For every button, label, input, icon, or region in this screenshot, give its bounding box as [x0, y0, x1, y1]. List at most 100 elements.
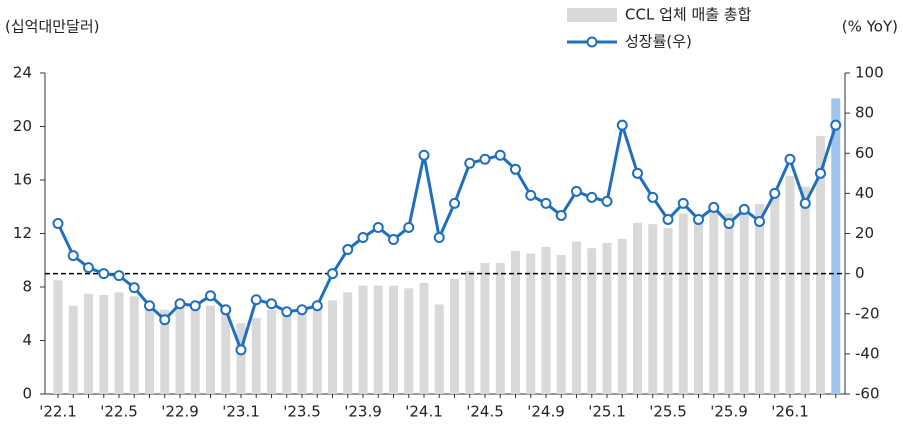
- bar: [251, 317, 261, 394]
- x-tick-label: '26.1: [771, 403, 809, 421]
- y2-tick-label: 40: [855, 184, 874, 202]
- y2-tick-label: -60: [855, 385, 880, 403]
- bar: [678, 213, 688, 394]
- bar: [511, 250, 520, 394]
- bar: [68, 305, 78, 394]
- line-point: [540, 197, 552, 209]
- bar: [724, 213, 734, 394]
- line-point: [189, 300, 201, 312]
- line-point: [128, 282, 140, 294]
- bar: [495, 262, 505, 394]
- line-point: [677, 197, 689, 209]
- bar: [297, 312, 307, 394]
- line-point: [571, 185, 582, 197]
- line-point: [327, 268, 338, 280]
- line-point: [632, 167, 643, 179]
- line-point: [708, 201, 720, 213]
- legend-label: CCL 업체 매출 총합: [625, 6, 752, 24]
- line-point: [662, 213, 674, 225]
- bar: [236, 323, 246, 394]
- y2-tick-label: 20: [855, 224, 874, 242]
- y-tick-label: 12: [13, 224, 32, 242]
- y2-tick-label: 0: [855, 264, 865, 282]
- line-point: [647, 191, 659, 203]
- bar: [114, 292, 124, 394]
- bar: [572, 241, 581, 394]
- line-point: [479, 153, 491, 165]
- line-point: [311, 300, 323, 312]
- x-tick-label: '23.1: [222, 403, 260, 421]
- x-tick-label: '22.5: [100, 403, 138, 421]
- x-tick-label: '22.1: [39, 403, 77, 421]
- bar: [480, 262, 490, 394]
- line-point: [144, 300, 155, 312]
- legend-swatch: [567, 8, 617, 22]
- line-point: [159, 314, 171, 326]
- bar: [282, 312, 292, 394]
- line-point: [464, 157, 476, 169]
- bar: [373, 285, 383, 394]
- bar: [434, 304, 444, 394]
- y-tick-label: 24: [13, 64, 32, 82]
- bar: [602, 242, 612, 394]
- line-point: [250, 294, 262, 306]
- bar: [633, 222, 642, 394]
- bar: [785, 175, 795, 394]
- line-point: [113, 270, 125, 282]
- line-point: [418, 149, 430, 161]
- line-point: [693, 213, 704, 225]
- bar: [770, 190, 780, 394]
- line-point: [83, 262, 94, 274]
- legend-swatch-marker: [586, 36, 598, 48]
- line-point: [601, 195, 613, 207]
- line-point: [586, 191, 598, 203]
- bar: [84, 293, 93, 394]
- line-point: [494, 149, 506, 161]
- line-point: [510, 163, 521, 175]
- y2-tick-label: 60: [855, 144, 874, 162]
- bar: [389, 285, 398, 394]
- bar: [267, 309, 276, 394]
- bar: [694, 216, 703, 394]
- x-tick-label: '25.5: [649, 403, 687, 421]
- bar: [816, 135, 825, 395]
- bar: [53, 280, 63, 394]
- line-point: [403, 221, 415, 233]
- bar: [587, 248, 597, 394]
- x-tick-label: '25.1: [588, 403, 626, 421]
- line-point: [52, 217, 64, 229]
- line-point: [738, 203, 750, 215]
- bar: [175, 305, 185, 394]
- line-point: [296, 304, 308, 316]
- x-tick-label: '24.5: [466, 403, 504, 421]
- line-point: [815, 167, 826, 179]
- line-point: [799, 197, 811, 209]
- bar: [328, 300, 337, 394]
- bar: [831, 98, 841, 394]
- y-tick-label: 4: [22, 331, 32, 349]
- y2-tick-label: -40: [855, 344, 880, 362]
- x-tick-label: '24.1: [405, 403, 443, 421]
- bar: [709, 212, 719, 394]
- bar: [343, 292, 353, 394]
- line-point: [723, 217, 735, 229]
- bar: [190, 303, 200, 394]
- bar: [541, 246, 551, 394]
- bar: [312, 309, 322, 394]
- line-point: [67, 250, 79, 262]
- x-tick-label: '24.9: [527, 403, 565, 421]
- bar: [739, 208, 749, 394]
- line-point: [784, 153, 796, 165]
- line-point: [342, 244, 354, 256]
- line-point: [372, 221, 384, 233]
- bar: [419, 282, 429, 394]
- bar: [160, 309, 170, 394]
- bar: [129, 296, 139, 394]
- x-tick-label: '22.9: [161, 403, 199, 421]
- bar: [465, 270, 475, 394]
- line-point: [174, 298, 186, 310]
- legend-label: 성장률(우): [625, 33, 692, 51]
- bar: [755, 204, 764, 394]
- line-point: [830, 119, 842, 131]
- bar: [221, 308, 231, 394]
